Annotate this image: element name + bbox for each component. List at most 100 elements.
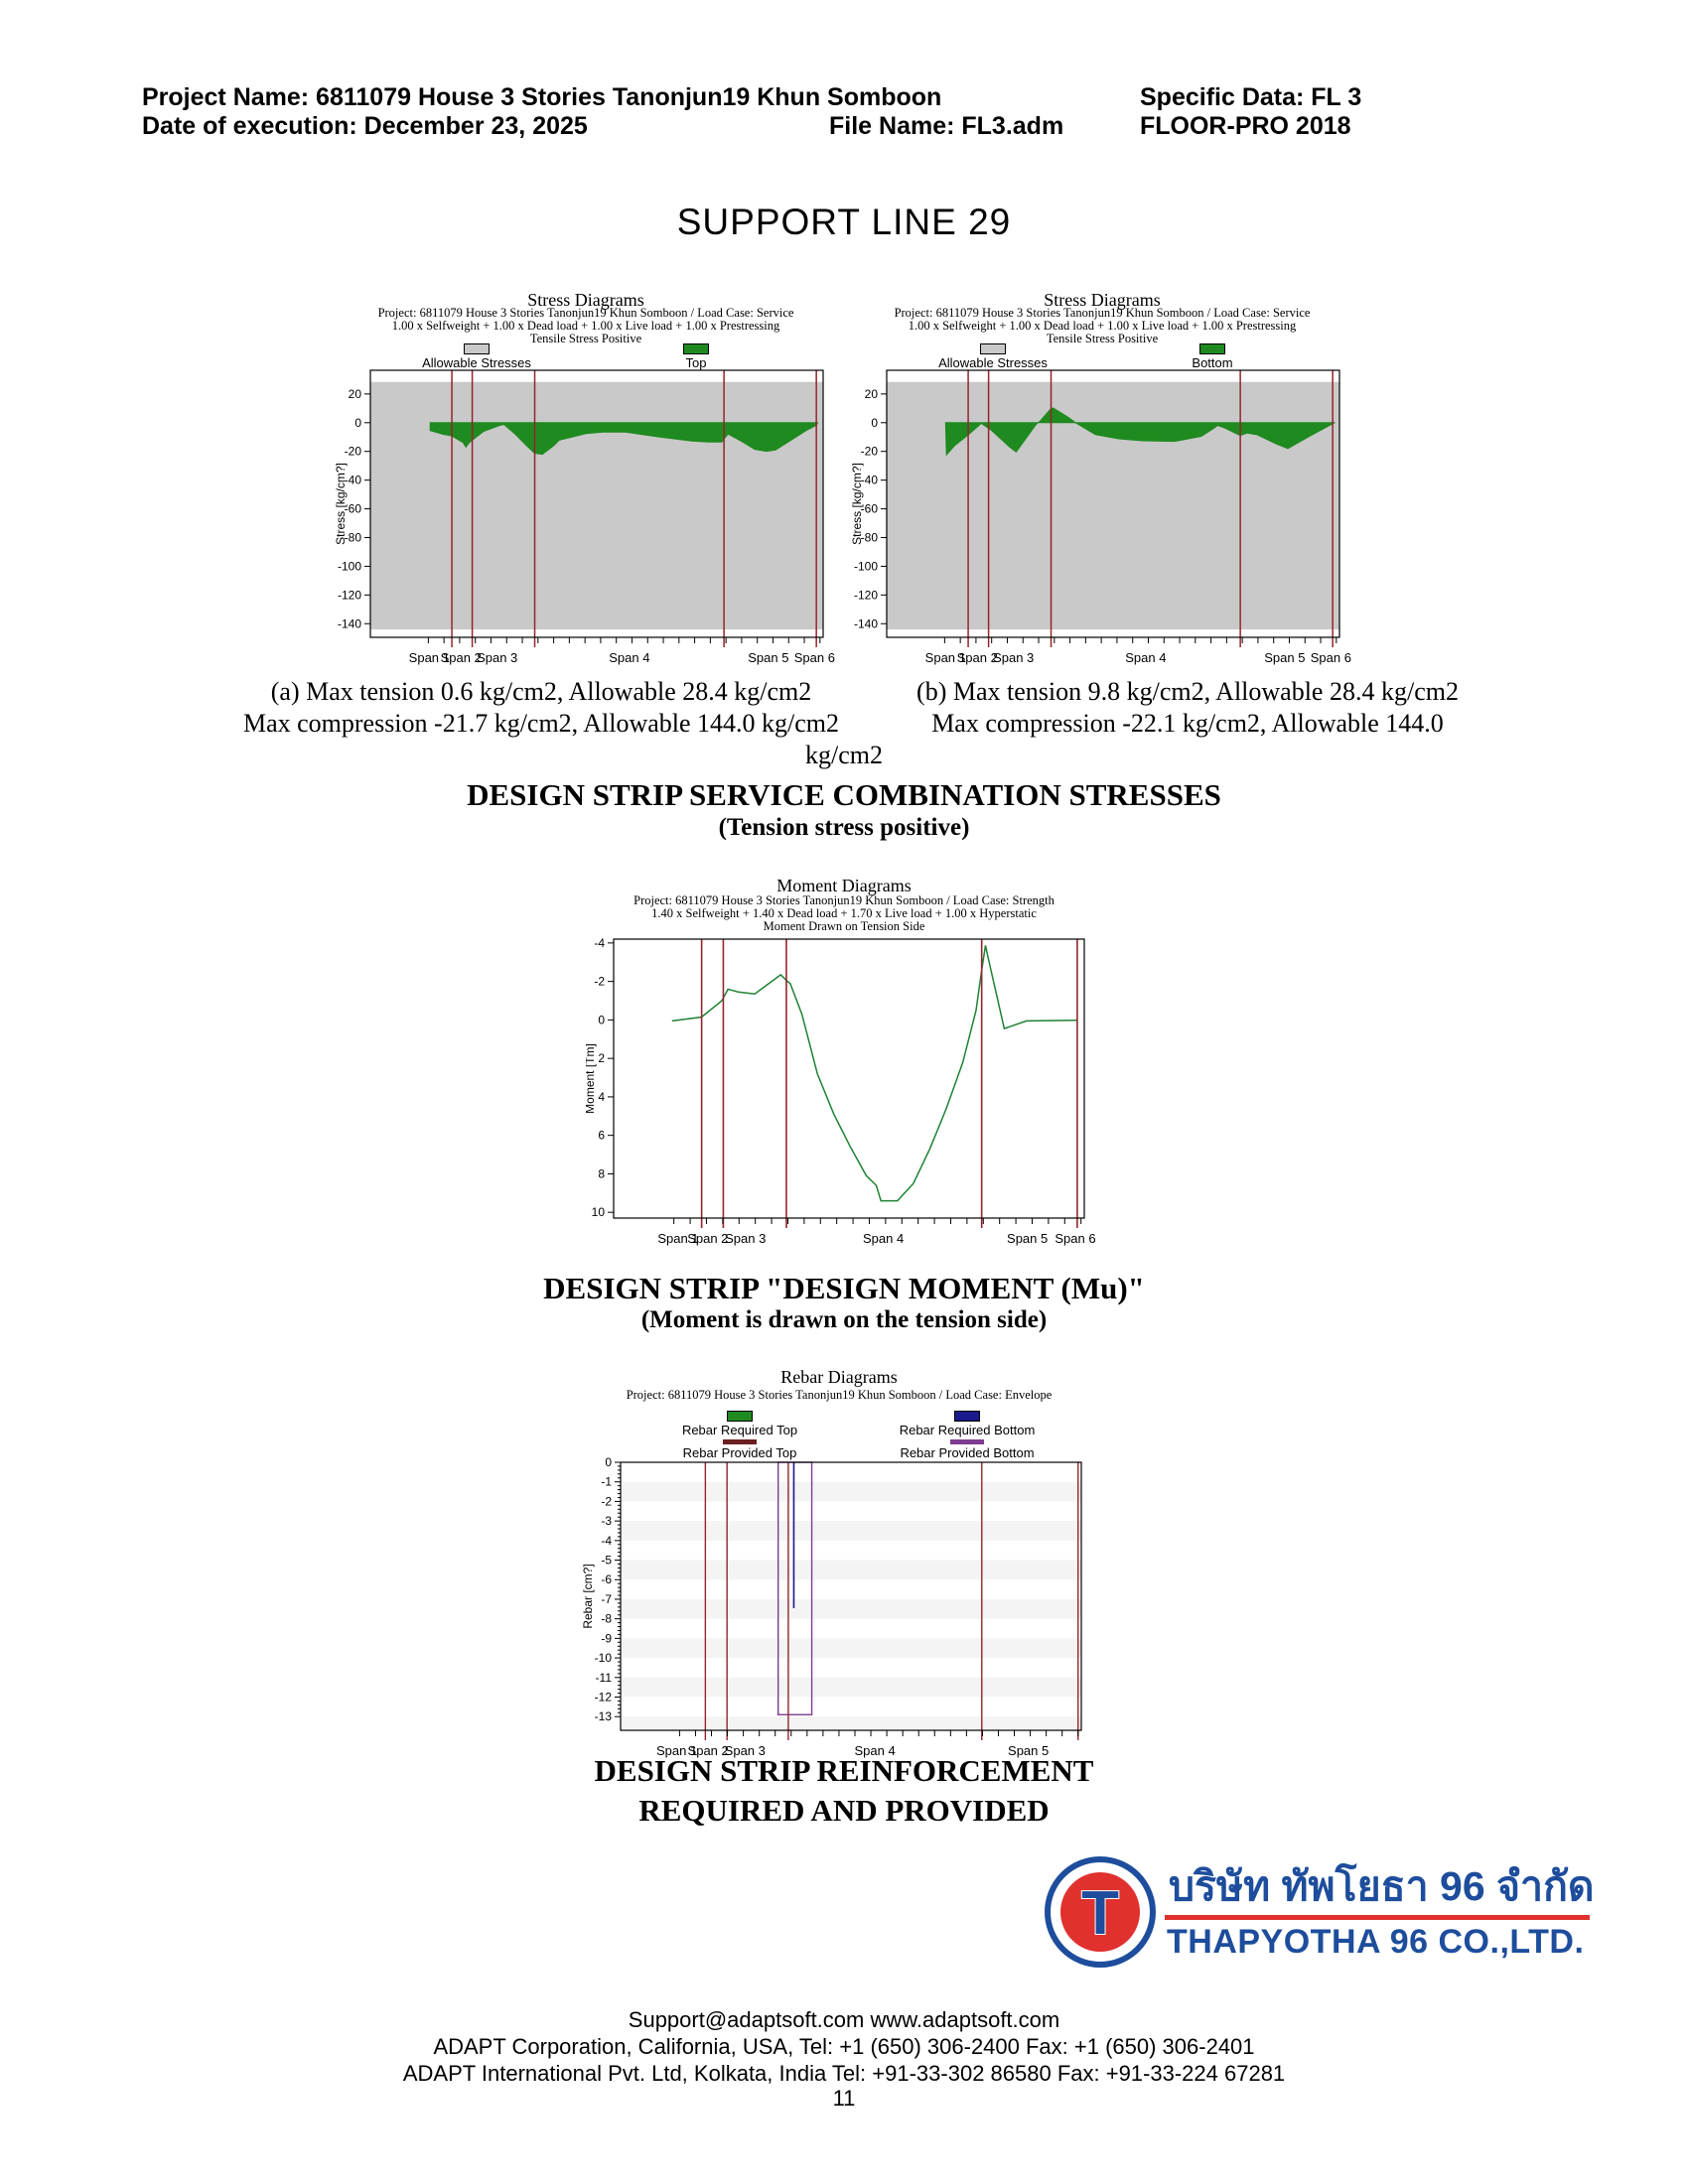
svg-text:0: 0 xyxy=(354,416,361,430)
Design moment Mu xyxy=(671,945,1077,1202)
svg-text:0: 0 xyxy=(605,1455,612,1469)
legend-allowable-label: Allowable Stresses xyxy=(938,355,1048,370)
chart-title: Rebar Diagrams xyxy=(780,1367,898,1387)
svg-text:Span 1: Span 1 xyxy=(409,650,450,665)
chart-title: Stress Diagrams xyxy=(1044,290,1161,310)
svg-text:Span 2: Span 2 xyxy=(441,650,482,665)
rebar-heading-line1: DESIGN STRIP REINFORCEMENT xyxy=(594,1753,1094,1788)
chart-subtitle-note: Tensile Stress Positive xyxy=(529,332,642,345)
moment-subheading: (Moment is drawn on the tension side) xyxy=(640,1306,1048,1333)
svg-text:-10: -10 xyxy=(595,1651,613,1665)
svg-text:Span 4: Span 4 xyxy=(863,1231,904,1246)
svg-text:Span 6: Span 6 xyxy=(1311,650,1351,665)
svg-text:2: 2 xyxy=(598,1051,605,1065)
caption-b-line1: (b) Max tension 9.8 kg/cm2, Allowable 28… xyxy=(916,677,1459,706)
caption-a-line1: (a) Max tension 0.6 kg/cm2, Allowable 28… xyxy=(270,677,812,706)
svg-text:Span 6: Span 6 xyxy=(1055,1231,1095,1246)
chart-subtitle-combo: 1.00 x Selfweight + 1.00 x Dead load + 1… xyxy=(908,319,1297,333)
svg-text:Span 4: Span 4 xyxy=(609,650,649,665)
svg-text:Span 3: Span 3 xyxy=(477,650,517,665)
footer-contact-web: Support@adaptsoft.com www.adaptsoft.com xyxy=(628,2007,1060,2032)
legend-required-bottom: Rebar Required Bottom xyxy=(878,1411,1056,1437)
moment-chart: Moment Diagrams Project: 6811079 House 3… xyxy=(586,870,1102,1336)
header-file-name: File Name: FL3.adm xyxy=(829,112,1064,140)
svg-text:-7: -7 xyxy=(601,1592,612,1606)
Bottom fiber stress xyxy=(944,407,1336,457)
svg-text:Span 1: Span 1 xyxy=(656,1743,697,1758)
svg-text:Span 2: Span 2 xyxy=(957,650,998,665)
legend-allowable: Allowable Stresses xyxy=(407,343,546,370)
svg-text:-20: -20 xyxy=(861,445,879,459)
chart-subtitle-project: Project: 6811079 House 3 Stories Tanonju… xyxy=(633,893,1055,907)
legend-required-top: Rebar Required Top xyxy=(655,1411,824,1437)
logo-english-name: THAPYOTHA 96 CO.,LTD. xyxy=(1167,1923,1585,1961)
provided-top-label: Rebar Provided Top xyxy=(682,1445,797,1460)
chart-title: Moment Diagrams xyxy=(776,876,912,895)
provided-bottom-label: Rebar Provided Bottom xyxy=(900,1445,1035,1460)
svg-text:Span 2: Span 2 xyxy=(688,1743,729,1758)
chart-subtitle-project: Project: 6811079 House 3 Stories Tanonju… xyxy=(894,306,1311,320)
svg-text:-120: -120 xyxy=(854,588,878,602)
legend-top: Top xyxy=(646,343,746,370)
allowable-swatch xyxy=(464,343,490,354)
svg-text:-4: -4 xyxy=(594,936,605,950)
svg-text:Span 3: Span 3 xyxy=(993,650,1034,665)
stress-chart-top: Stress Diagrams Project: 6811079 House 3… xyxy=(328,286,844,683)
svg-text:-12: -12 xyxy=(595,1690,613,1704)
svg-text:-13: -13 xyxy=(595,1709,613,1723)
footer-india: ADAPT International Pvt. Ltd, Kolkata, I… xyxy=(402,2061,1286,2086)
legend-bottom: Bottom xyxy=(1163,343,1262,370)
chart-subtitle-combo: 1.00 x Selfweight + 1.00 x Dead load + 1… xyxy=(391,319,780,333)
logo-thai-name: บริษัท ทัพโยธา 96 จำกัด xyxy=(1169,1863,1595,1909)
header-specific-data: Specific Data: FL 3 xyxy=(1140,83,1362,111)
svg-text:Span 1: Span 1 xyxy=(925,650,966,665)
svg-text:-40: -40 xyxy=(345,474,362,487)
required-bottom-swatch xyxy=(954,1411,980,1422)
svg-text:-40: -40 xyxy=(861,474,879,487)
required-top-swatch xyxy=(727,1411,753,1422)
svg-text:Rebar [cm?]: Rebar [cm?] xyxy=(581,1564,595,1628)
svg-text:Span 2: Span 2 xyxy=(687,1231,728,1246)
provided-bottom-swatch xyxy=(950,1439,984,1444)
logo-mark: T xyxy=(1045,1856,1156,1968)
required-top-label: Rebar Required Top xyxy=(681,1423,798,1437)
svg-text:Span 3: Span 3 xyxy=(725,1743,766,1758)
svg-text:4: 4 xyxy=(598,1090,605,1104)
rebar-chart: Rebar Diagrams Project: 6811079 House 3 … xyxy=(576,1362,1102,1829)
allowable-swatch xyxy=(980,343,1006,354)
svg-text:20: 20 xyxy=(349,387,362,401)
header-date: Date of execution: December 23, 2025 xyxy=(142,112,588,140)
svg-text:Span 6: Span 6 xyxy=(794,650,835,665)
svg-text:Span 4: Span 4 xyxy=(1125,650,1166,665)
legend-provided-top: Rebar Provided Top xyxy=(655,1439,824,1460)
svg-text:Span 5: Span 5 xyxy=(1007,1231,1048,1246)
svg-text:-140: -140 xyxy=(854,616,878,630)
svg-text:-100: -100 xyxy=(338,559,361,573)
chart-subtitle-note: Moment Drawn on Tension Side xyxy=(763,919,925,933)
legend-allowable: Allowable Stresses xyxy=(923,343,1062,370)
svg-text:Stress [kg/cm?]: Stress [kg/cm?] xyxy=(850,463,864,545)
caption-b: (b) Max tension 9.8 kg/cm2, Allowable 28… xyxy=(852,676,1523,740)
chart-subtitle-project: Project: 6811079 House 3 Stories Tanonju… xyxy=(377,306,794,320)
logo-divider xyxy=(1165,1915,1590,1920)
Top fiber stress xyxy=(429,422,819,456)
svg-text:6: 6 xyxy=(598,1129,605,1143)
svg-text:Span 5: Span 5 xyxy=(1008,1743,1049,1758)
svg-text:Span 4: Span 4 xyxy=(855,1743,896,1758)
chart-subtitle-note: Tensile Stress Positive xyxy=(1046,332,1159,345)
footer-usa: ADAPT Corporation, California, USA, Tel:… xyxy=(433,2034,1255,2059)
caption-a-line2: Max compression -21.7 kg/cm2, Allowable … xyxy=(242,709,840,738)
svg-text:-11: -11 xyxy=(596,1671,613,1685)
required-bottom-label: Rebar Required Bottom xyxy=(899,1423,1036,1437)
svg-text:20: 20 xyxy=(865,387,879,401)
caption-a: (a) Max tension 0.6 kg/cm2, Allowable 28… xyxy=(199,676,884,740)
logo-red-disc xyxy=(1060,1872,1140,1952)
svg-text:0: 0 xyxy=(871,416,878,430)
legend-top-label: Top xyxy=(685,355,707,370)
svg-text:-120: -120 xyxy=(338,588,361,602)
top-swatch xyxy=(683,343,709,354)
rebar-heading-line2: REQUIRED AND PROVIDED xyxy=(638,1793,1050,1828)
